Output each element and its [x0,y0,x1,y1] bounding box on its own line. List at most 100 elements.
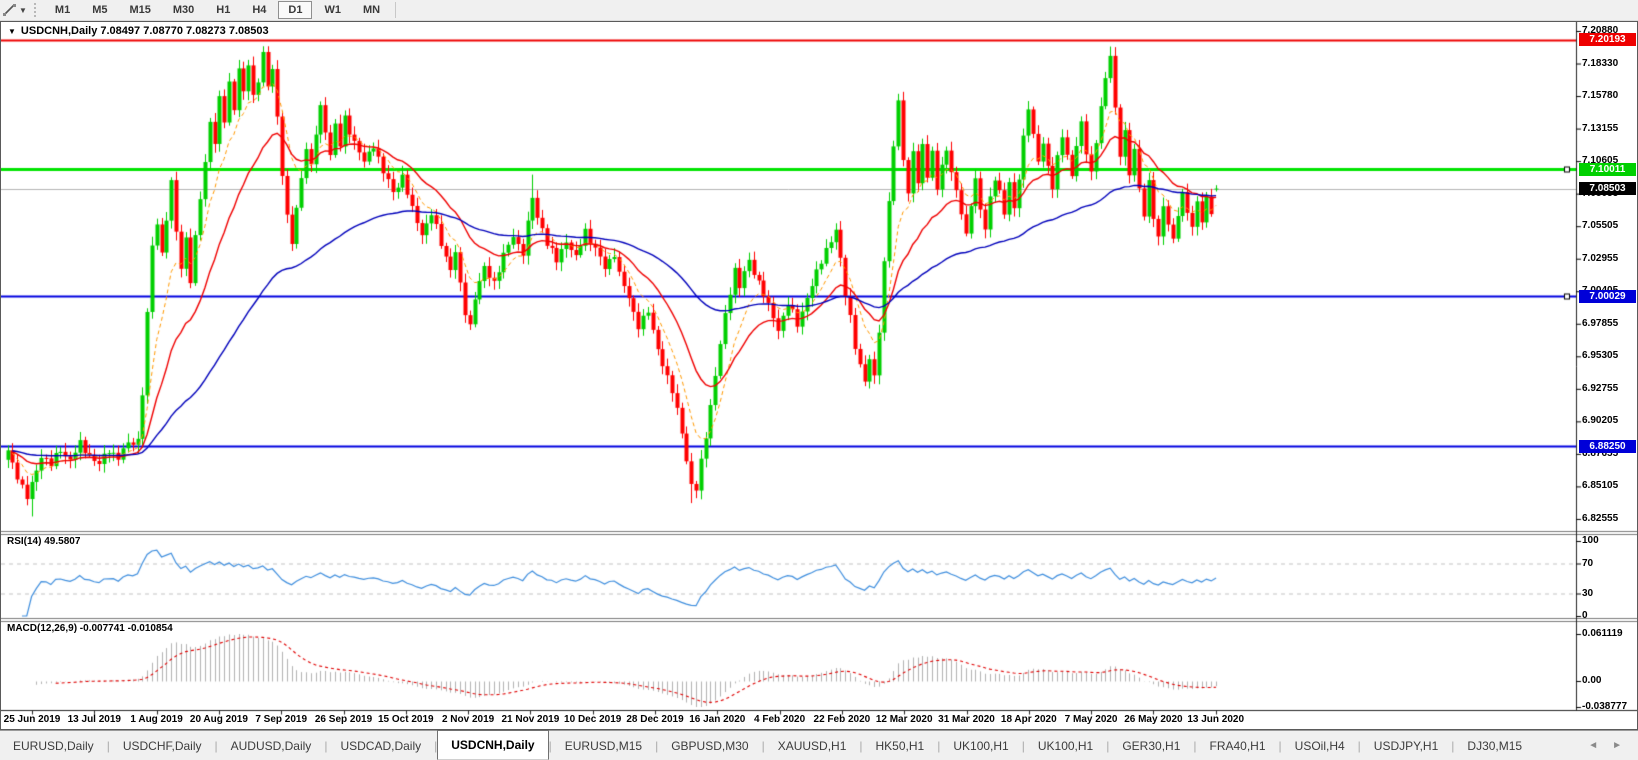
tab-hk50-h1[interactable]: HK50,H1 [875,738,925,753]
tab-xauusd-h1[interactable]: XAUUSD,H1 [777,738,847,753]
timeframe-button-d1[interactable]: D1 [278,1,313,19]
tab-separator: | [1451,738,1455,753]
date-tick-label: 13 Jul 2019 [67,714,121,725]
date-tick-label: 20 Aug 2019 [189,714,248,725]
date-tick-label: 25 Jun 2019 [3,714,61,725]
chart-window: ▼ USDCNH,Daily 7.08497 7.08770 7.08273 7… [0,21,1638,730]
tab-separator: | [1278,738,1282,753]
tab-separator: | [655,738,659,753]
tab-uk100-h1[interactable]: UK100,H1 [953,738,1009,753]
tab-separator: | [324,738,328,753]
date-tick-label: 1 Aug 2019 [130,714,183,725]
timeframe-button-m1[interactable]: M1 [54,4,71,16]
price-tick-label: 6.97855 [1582,317,1619,329]
timeframe-button-m30[interactable]: M30 [172,4,195,16]
price-tick-label: 7.15780 [1582,90,1619,102]
tab-separator: | [1106,738,1110,753]
date-tick-label: 18 Apr 2020 [1000,714,1057,725]
macd-tick-label: 0.00 [1582,675,1602,686]
date-tick-label: 10 Dec 2019 [564,714,622,725]
tab-separator: | [937,738,941,753]
tab-separator: | [548,738,552,753]
rsi-indicator-label: RSI(14) 49.5807 [7,536,81,547]
tab-separator: | [214,738,218,753]
tabs-scroll-right-icon[interactable]: ► [1612,740,1622,751]
date-tick-label: 12 Mar 2020 [875,714,933,725]
tab-usdcnh-daily[interactable]: USDCNH,Daily [437,730,549,760]
drawing-tool-icon[interactable] [2,3,18,17]
tab-ger30-h1[interactable]: GER30,H1 [1122,738,1181,753]
date-tick-label: 16 Jan 2020 [689,714,746,725]
date-tick-label: 7 Sep 2019 [255,714,308,725]
tab-usdchf-daily[interactable]: USDCHF,Daily [122,738,202,753]
price-tick-label: 7.18330 [1582,57,1619,69]
price-badge-7.10011: 7.10011 [1579,162,1636,176]
date-tick-label: 28 Dec 2019 [626,714,684,725]
date-tick-label: 26 May 2020 [1124,714,1183,725]
timeframe-button-m15[interactable]: M15 [129,4,151,16]
dropdown-caret-icon[interactable]: ▼ [19,5,27,15]
chart-title: ▼ USDCNH,Daily 7.08497 7.08770 7.08273 7… [8,25,269,37]
tab-separator: | [859,738,863,753]
rsi-tick-label: 0 [1582,610,1588,621]
price-badge-7.08503: 7.08503 [1579,182,1636,196]
macd-tick-label: -0.038777 [1582,701,1628,712]
date-tick-label: 7 May 2020 [1064,714,1118,725]
price-tick-label: 6.82555 [1582,512,1619,524]
date-tick-label: 13 Jun 2020 [1187,714,1245,725]
price-tick-label: 7.05505 [1582,220,1619,232]
chart-dropdown-icon[interactable]: ▼ [8,26,16,36]
tab-fra40-h1[interactable]: FRA40,H1 [1209,738,1266,753]
macd-indicator-label: MACD(12,26,9) -0.007741 -0.010854 [7,623,173,634]
date-tick-label: 4 Feb 2020 [754,714,806,725]
chart-title-text: USDCNH,Daily 7.08497 7.08770 7.08273 7.0… [20,25,269,37]
price-tick-label: 6.90205 [1582,415,1619,427]
price-tick-label: 6.92755 [1582,382,1619,394]
timeframe-button-h1[interactable]: H1 [216,4,231,16]
tab-uk100-h1[interactable]: UK100,H1 [1037,738,1094,753]
rsi-tick-label: 100 [1582,535,1599,546]
toolbar-separator [395,2,397,18]
date-tick-label: 15 Oct 2019 [377,714,434,725]
date-tick-label: 22 Feb 2020 [813,714,871,725]
tab-dj30-m15[interactable]: DJ30,M15 [1467,738,1523,753]
tab-separator: | [106,738,110,753]
toolbar-grip[interactable] [33,3,38,17]
date-tick-label: 2 Nov 2019 [441,714,495,725]
tab-eurusd-m15[interactable]: EURUSD,M15 [564,738,643,753]
tab-separator: | [761,738,765,753]
macd-tick-label: 0.061119 [1582,628,1623,639]
rsi-tick-label: 30 [1582,587,1594,599]
tab-usdcad-daily[interactable]: USDCAD,Daily [340,738,422,753]
price-tick-label: 7.10605 [1582,155,1619,167]
rsi-tick-label: 70 [1582,557,1594,569]
price-tick-label: 7.02955 [1582,252,1619,264]
price-chart-canvas[interactable] [1,22,1637,729]
timeframe-button-m5[interactable]: M5 [92,4,108,16]
tab-separator: | [1357,738,1361,753]
date-tick-label: 31 Mar 2020 [938,714,995,725]
tab-separator: | [1193,738,1197,753]
timeframe-button-mn[interactable]: MN [362,4,381,16]
price-tick-label: 6.85105 [1582,480,1619,492]
tab-gbpusd-m30[interactable]: GBPUSD,M30 [671,738,749,753]
tab-eurusd-daily[interactable]: EURUSD,Daily [13,738,94,753]
tab-separator: | [1021,738,1025,753]
timeframe-button-w1[interactable]: W1 [324,4,341,16]
chart-tab-bar: EURUSD,Daily | USDCHF,Daily | AUDUSD,Daily | U… [0,730,1638,760]
top-toolbar: ▼ M1 M5 M15 M30 H1 H4 D1 W1 MN [0,0,1638,21]
tab-audusd-daily[interactable]: AUDUSD,Daily [230,738,312,753]
price-tick-label: 7.20880 [1582,25,1619,36]
tab-usdjpy-h1[interactable]: USDJPY,H1 [1373,738,1439,753]
date-tick-label: 26 Sep 2019 [314,714,373,725]
tab-usoil-h4[interactable]: USOil,H4 [1294,738,1345,753]
price-badge-6.88250: 6.88250 [1579,439,1636,453]
timeframe-button-h4[interactable]: H4 [252,4,267,16]
price-tick-label: 6.95305 [1582,350,1619,362]
price-badge-7.20193: 7.20193 [1579,33,1636,47]
date-tick-label: 21 Nov 2019 [501,714,560,725]
price-badge-7.00029: 7.00029 [1579,289,1636,303]
price-tick-label: 6.87655 [1582,447,1619,459]
price-tick-label: 7.13155 [1582,122,1619,134]
tabs-scroll-left-icon[interactable]: ◄ [1588,740,1599,751]
